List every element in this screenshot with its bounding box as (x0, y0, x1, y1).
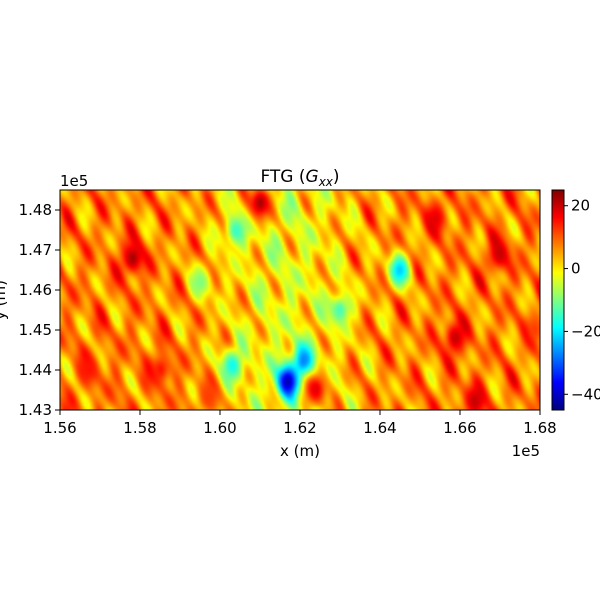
heatmap-image (60, 190, 540, 410)
colorbar-tick-label-0: 20 (571, 197, 590, 215)
x-tick-label-5: 1.66 (443, 419, 476, 437)
x-axis-label: x (m) (280, 442, 320, 460)
x-tick-label-6: 1.68 (523, 419, 556, 437)
y-tick-label-1: 1.44 (19, 361, 52, 379)
x-tick-label-0: 1.56 (43, 419, 76, 437)
heatmap-plot-area (60, 190, 540, 410)
x-axis: 1.56 1.58 1.60 1.62 1.64 1.66 1.68 (43, 410, 557, 437)
colorbar (551, 189, 565, 411)
x-tick-label-4: 1.64 (363, 419, 396, 437)
colorbar-tick-label-2: −20 (571, 322, 600, 340)
colorbar-tick-label-3: −40 (571, 385, 600, 403)
y-tick-label-5: 1.48 (19, 201, 52, 219)
y-tick-label-3: 1.46 (19, 281, 52, 299)
y-offset-label: 1e5 (60, 172, 88, 190)
x-tick-label-1: 1.58 (123, 419, 156, 437)
y-axis: 1.43 1.44 1.45 1.46 1.47 1.48 (19, 201, 60, 419)
x-tick-label-2: 1.60 (203, 419, 236, 437)
colorbar-ticks: 20 0 −20 −40 (564, 197, 600, 403)
x-tick-label-3: 1.62 (283, 419, 316, 437)
y-tick-label-0: 1.43 (19, 401, 52, 419)
x-offset-label: 1e5 (512, 442, 540, 460)
y-tick-label-2: 1.45 (19, 321, 52, 339)
y-tick-label-4: 1.47 (19, 241, 52, 259)
y-axis-label: y (m) (0, 280, 9, 320)
chart-title: FTG (Gxx) (260, 167, 339, 189)
colorbar-tick-label-1: 0 (571, 260, 581, 278)
